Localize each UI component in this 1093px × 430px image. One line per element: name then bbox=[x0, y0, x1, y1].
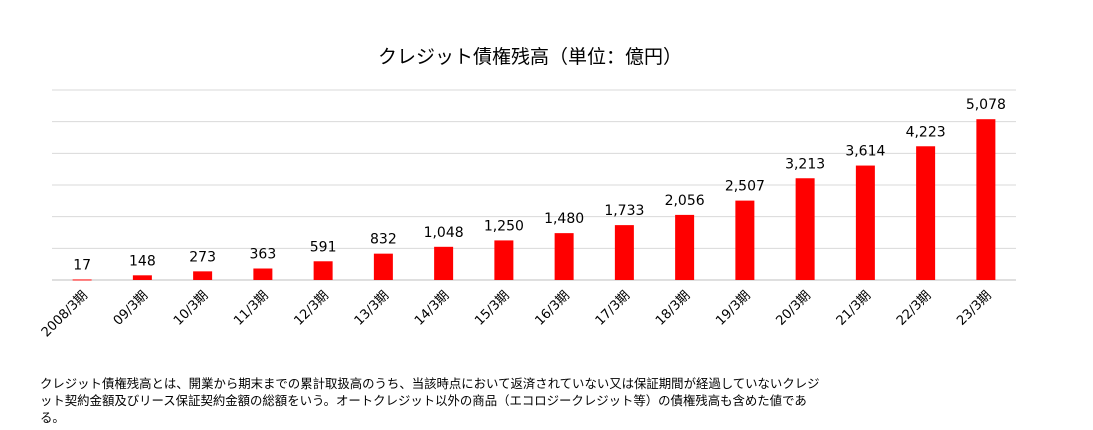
bar bbox=[675, 214, 695, 280]
data-label: 363 bbox=[250, 247, 277, 263]
x-tick-label: 19/3期 bbox=[713, 288, 753, 328]
x-axis-tick-labels: 2008/3期 09/3期 10/3期 11/3期 12/3期 13/3期 14/3期 15/… bbox=[39, 288, 995, 340]
x-tick-label: 22/3期 bbox=[894, 288, 934, 328]
x-tick-label: 13/3期 bbox=[352, 288, 392, 328]
data-label: 1,733 bbox=[604, 203, 644, 219]
footnote: クレジット債権残高とは、開業から期末までの累計取扱高のうち、当該時点において返済… bbox=[40, 376, 820, 425]
bar bbox=[494, 240, 514, 280]
bar bbox=[795, 178, 815, 280]
x-tick-label: 23/3期 bbox=[954, 288, 994, 328]
bar bbox=[313, 261, 333, 280]
x-tick-label: 18/3期 bbox=[653, 288, 693, 328]
x-tick-label: 17/3期 bbox=[593, 288, 633, 328]
x-tick-label: 20/3期 bbox=[774, 288, 814, 328]
data-label: 591 bbox=[310, 239, 337, 255]
data-label: 3,614 bbox=[845, 144, 885, 160]
x-tick-label: 21/3期 bbox=[834, 288, 874, 328]
bar bbox=[72, 279, 92, 281]
data-label: 3,213 bbox=[785, 156, 825, 172]
x-tick-label: 11/3期 bbox=[231, 288, 271, 328]
data-label: 1,048 bbox=[424, 225, 464, 241]
x-tick-label: 2008/3期 bbox=[39, 288, 91, 340]
x-tick-label: 09/3期 bbox=[111, 288, 151, 328]
bars bbox=[72, 119, 996, 281]
x-tick-label: 12/3期 bbox=[292, 288, 332, 328]
bar bbox=[253, 268, 273, 280]
bar bbox=[976, 119, 996, 281]
bar bbox=[132, 275, 152, 280]
bar bbox=[614, 225, 634, 280]
chart-title: クレジット債権残高（単位：億円） bbox=[378, 46, 682, 68]
x-tick-label: 10/3期 bbox=[171, 288, 211, 328]
data-label: 5,078 bbox=[966, 97, 1006, 113]
bar bbox=[193, 271, 213, 280]
x-tick-label: 14/3期 bbox=[412, 288, 452, 328]
gridlines bbox=[52, 89, 1016, 281]
x-tick-label: 15/3期 bbox=[472, 288, 512, 328]
bar bbox=[554, 233, 574, 280]
x-tick-label: 16/3期 bbox=[533, 288, 573, 328]
bar bbox=[735, 200, 755, 280]
data-label: 148 bbox=[129, 253, 156, 269]
data-label: 2,056 bbox=[665, 193, 705, 209]
bar bbox=[916, 146, 936, 280]
data-label: 17 bbox=[73, 257, 91, 273]
data-label: 4,223 bbox=[906, 124, 946, 140]
bar bbox=[434, 246, 454, 280]
data-label: 273 bbox=[189, 249, 216, 265]
data-label: 1,480 bbox=[544, 211, 584, 227]
data-labels: 17 148 273 363 591 832 1,048 1,250 1,480 1,733 2,0… bbox=[73, 97, 1006, 273]
data-label: 1,250 bbox=[484, 218, 524, 234]
data-label: 832 bbox=[370, 232, 397, 248]
bar bbox=[855, 165, 875, 280]
credit-balance-chart: クレジット債権残高（単位：億円） 17 148 273 363 591 832 1,048 1… bbox=[39, 46, 1016, 340]
bar bbox=[373, 253, 393, 280]
data-label: 2,507 bbox=[725, 179, 765, 195]
